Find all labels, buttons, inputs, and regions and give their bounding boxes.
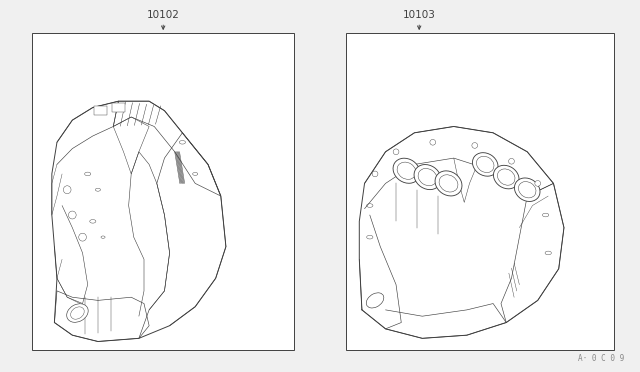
Ellipse shape [63,186,71,194]
Bar [94,106,107,115]
Ellipse shape [509,158,515,164]
Ellipse shape [366,293,384,308]
Ellipse shape [515,178,540,202]
Ellipse shape [430,140,436,145]
Ellipse shape [493,165,519,189]
Ellipse shape [477,156,494,173]
Ellipse shape [472,142,477,148]
Bar [112,103,125,112]
Ellipse shape [79,233,86,241]
Text: 10103: 10103 [403,10,436,20]
Ellipse shape [393,149,399,155]
Ellipse shape [70,307,84,319]
Bar [32,33,294,350]
Ellipse shape [472,153,498,176]
Ellipse shape [68,211,76,219]
Ellipse shape [535,180,541,186]
Bar [346,33,614,350]
Ellipse shape [397,162,416,179]
Ellipse shape [418,169,437,186]
Text: A· 0 C 0 9: A· 0 C 0 9 [578,354,624,363]
Ellipse shape [435,171,462,196]
Ellipse shape [67,304,88,322]
Ellipse shape [372,171,378,177]
Ellipse shape [439,175,458,192]
Ellipse shape [414,164,441,190]
Ellipse shape [393,158,420,183]
Ellipse shape [518,182,536,198]
Ellipse shape [497,169,515,185]
Text: 10102: 10102 [147,10,180,20]
